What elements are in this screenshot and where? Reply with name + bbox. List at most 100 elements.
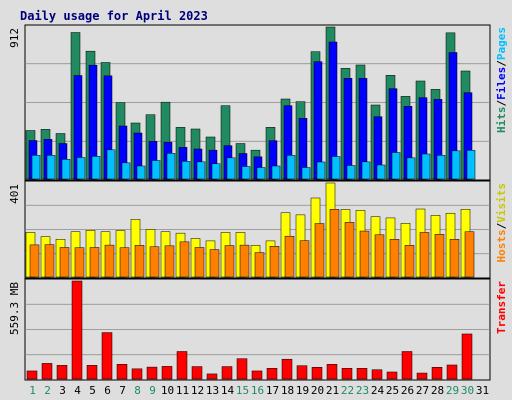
x-tick-label: 23 bbox=[356, 384, 369, 397]
x-tick-label: 18 bbox=[281, 384, 294, 397]
chart-title: Daily usage for April 2023 bbox=[20, 9, 208, 23]
bar-transfer bbox=[386, 371, 398, 380]
bar-hosts bbox=[299, 240, 310, 278]
y-max-label: 912 bbox=[8, 28, 21, 48]
bar-pages bbox=[421, 153, 431, 180]
bar-pages bbox=[241, 166, 251, 180]
bar-transfer bbox=[146, 366, 158, 380]
x-tick-label: 28 bbox=[431, 384, 444, 397]
bar-transfer bbox=[341, 368, 353, 380]
bar-transfer bbox=[101, 332, 113, 380]
bar-transfer bbox=[281, 358, 293, 380]
bar-transfer bbox=[251, 370, 263, 380]
bar-pages bbox=[196, 161, 206, 180]
bar-transfer bbox=[221, 366, 233, 380]
bar-hosts bbox=[44, 244, 55, 278]
y-max-label: 401 bbox=[8, 184, 21, 204]
bar-pages bbox=[211, 163, 221, 180]
bar-transfer bbox=[461, 333, 473, 380]
bar-transfer bbox=[356, 368, 368, 380]
bar-hosts bbox=[164, 245, 175, 278]
bar-pages bbox=[436, 155, 446, 180]
x-tick-label: 20 bbox=[311, 384, 324, 397]
bar-pages bbox=[136, 165, 146, 180]
x-tick-label: 13 bbox=[206, 384, 219, 397]
series-axis-label: Hosts/Visits bbox=[495, 183, 508, 263]
bar-pages bbox=[46, 155, 56, 180]
x-tick-label: 8 bbox=[134, 384, 141, 397]
x-tick-label: 1 bbox=[29, 384, 36, 397]
bar-hosts bbox=[404, 245, 415, 278]
x-tick-label: 15 bbox=[236, 384, 249, 397]
bar-transfer bbox=[161, 366, 173, 380]
bar-hosts bbox=[284, 235, 295, 278]
bar-pages bbox=[271, 165, 281, 180]
bar-transfer bbox=[191, 366, 203, 380]
x-tick-label: 2 bbox=[44, 384, 51, 397]
bar-hosts bbox=[209, 249, 220, 278]
bar-pages bbox=[331, 156, 341, 180]
x-tick-label: 6 bbox=[104, 384, 111, 397]
bar-pages bbox=[316, 161, 326, 180]
bar-hosts bbox=[194, 247, 205, 278]
bar-files bbox=[343, 78, 353, 180]
bar-transfer bbox=[71, 280, 83, 380]
x-tick-label: 21 bbox=[326, 384, 339, 397]
bar-hosts bbox=[419, 232, 430, 278]
bar-transfer bbox=[296, 365, 308, 380]
bar-pages bbox=[151, 160, 161, 180]
series-axis-label-part: Pages bbox=[495, 27, 508, 60]
bar-pages bbox=[451, 150, 461, 180]
bar-transfer bbox=[176, 351, 188, 380]
bar-pages bbox=[121, 162, 131, 180]
series-axis-label-part: / bbox=[495, 222, 508, 229]
bar-transfer bbox=[41, 363, 53, 380]
bar-transfer bbox=[446, 364, 458, 380]
bar-pages bbox=[106, 149, 116, 180]
bar-hosts bbox=[119, 247, 130, 278]
x-tick-label: 5 bbox=[89, 384, 96, 397]
bar-pages bbox=[61, 159, 71, 180]
bar-pages bbox=[256, 167, 266, 180]
x-tick-label: 30 bbox=[461, 384, 474, 397]
x-tick-label: 12 bbox=[191, 384, 204, 397]
x-tick-label: 19 bbox=[296, 384, 309, 397]
bar-pages bbox=[76, 157, 86, 180]
bar-transfer bbox=[131, 368, 143, 380]
bar-hosts bbox=[329, 209, 340, 278]
bar-hosts bbox=[239, 244, 250, 278]
bar-transfer bbox=[56, 365, 68, 380]
x-tick-label: 27 bbox=[416, 384, 429, 397]
x-tick-label: 14 bbox=[221, 384, 235, 397]
series-axis-label-part: Hosts bbox=[495, 229, 508, 262]
series-axis-label: Hits/Files/Pages bbox=[495, 27, 508, 133]
series-axis-label: Transfer bbox=[495, 281, 508, 334]
bar-transfer bbox=[266, 368, 278, 380]
x-tick-label: 17 bbox=[266, 384, 279, 397]
x-tick-label: 31 bbox=[476, 384, 489, 397]
x-tick-label: 24 bbox=[371, 384, 385, 397]
bar-hosts bbox=[134, 245, 145, 278]
x-tick-label: 9 bbox=[149, 384, 156, 397]
bar-pages bbox=[361, 161, 371, 180]
bar-pages bbox=[226, 157, 236, 180]
bar-hosts bbox=[149, 246, 160, 278]
x-tick-label: 26 bbox=[401, 384, 414, 397]
bar-pages bbox=[31, 155, 41, 180]
bar-transfer bbox=[371, 369, 383, 380]
bar-pages bbox=[346, 165, 356, 180]
bar-hosts bbox=[389, 239, 400, 278]
bar-pages bbox=[91, 156, 101, 180]
x-tick-label: 25 bbox=[386, 384, 399, 397]
bar-transfer bbox=[401, 351, 413, 380]
x-tick-label: 3 bbox=[59, 384, 66, 397]
bar-transfer bbox=[116, 364, 128, 380]
bar-hosts bbox=[374, 234, 385, 278]
bar-transfer bbox=[206, 373, 218, 380]
bar-hosts bbox=[449, 239, 460, 278]
bar-hosts bbox=[269, 246, 280, 278]
series-axis-label-part: / bbox=[495, 100, 508, 107]
bar-hosts bbox=[464, 231, 475, 278]
series-axis-label-part: Visits bbox=[495, 183, 508, 223]
